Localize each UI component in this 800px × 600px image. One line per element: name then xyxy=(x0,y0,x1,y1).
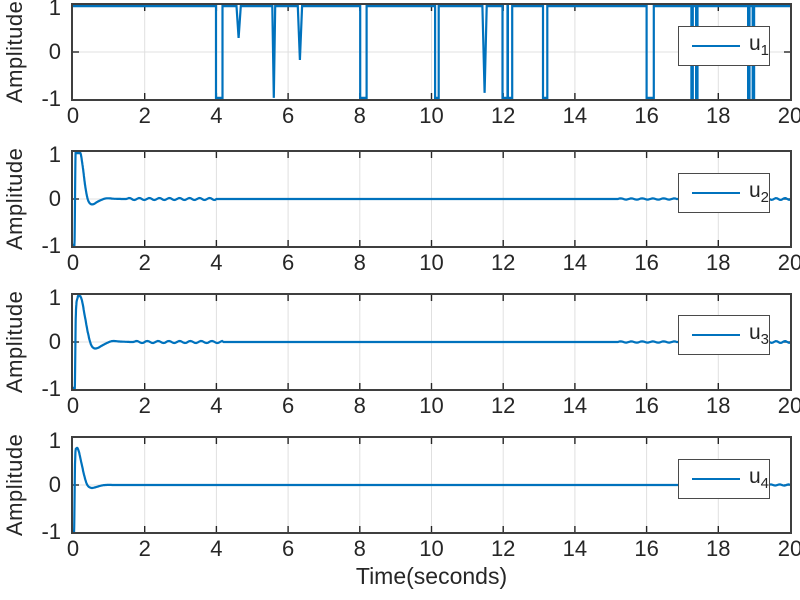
subplot-u3: Amplitude 1 0 -1 u3 0 2 4 6 8 10 12 14 16 18 20 xyxy=(0,285,800,418)
legend-label: u3 xyxy=(748,321,769,349)
legend-line-sample xyxy=(692,333,740,337)
y-tick-label: 0 xyxy=(48,186,61,211)
x-tick-label: 12 xyxy=(490,103,516,128)
x-tick-label: 2 xyxy=(138,536,151,561)
y-tick-label: 1 xyxy=(48,285,61,310)
legend[interactable]: u2 xyxy=(678,173,770,213)
legend-label: u1 xyxy=(748,32,769,60)
x-tick-label: 12 xyxy=(490,393,516,418)
legend-label: u4 xyxy=(748,465,769,493)
legend[interactable]: u4 xyxy=(678,459,770,499)
x-tick-label: 4 xyxy=(210,103,223,128)
x-tick-label: 18 xyxy=(706,536,731,561)
subplot-u1: Amplitude 1 0 -1 u1 0 2 4 6 8 10 12 14 16 18 20 xyxy=(0,0,800,128)
x-tick-label: 0 xyxy=(66,536,80,561)
x-tick-label: 4 xyxy=(210,536,223,561)
x-tick-label: 20 xyxy=(777,393,800,418)
plot-area[interactable] xyxy=(73,438,790,532)
x-tick-label: 14 xyxy=(562,250,588,275)
signal-line xyxy=(73,152,790,246)
x-tick-label: 16 xyxy=(634,536,659,561)
x-tick-label: 6 xyxy=(281,103,295,128)
x-tick-label: 8 xyxy=(353,103,366,128)
x-tick-label: 8 xyxy=(353,536,366,561)
x-tick-label: 14 xyxy=(562,536,588,561)
y-tick-label: 1 xyxy=(48,142,61,167)
x-tick-label: 20 xyxy=(777,536,800,561)
x-tick-row: 0 2 4 6 8 10 12 14 16 18 20 xyxy=(67,393,800,421)
y-tick-label: -1 xyxy=(41,233,61,258)
x-tick-label: 14 xyxy=(562,103,588,128)
signal-line xyxy=(73,295,790,389)
x-tick-label: 18 xyxy=(706,103,731,128)
y-tick-label: -1 xyxy=(41,86,61,111)
legend-line-sample xyxy=(692,44,740,48)
x-tick-label: 16 xyxy=(634,103,659,128)
y-tick-label: 0 xyxy=(48,329,61,354)
x-tick-label: 16 xyxy=(634,393,659,418)
legend-line-sample xyxy=(692,191,740,195)
x-tick-label: 0 xyxy=(66,393,80,418)
x-tick-row: 0 2 4 6 8 10 12 14 16 18 20 xyxy=(67,103,800,131)
x-tick-label: 10 xyxy=(419,393,444,418)
x-tick-label: 12 xyxy=(490,536,516,561)
x-tick-label: 12 xyxy=(490,250,516,275)
y-tick-label: 0 xyxy=(48,39,61,64)
y-tick-label: -1 xyxy=(41,519,61,544)
plot-area[interactable] xyxy=(73,5,790,99)
x-tick-label: 8 xyxy=(353,250,366,275)
x-tick-label: 2 xyxy=(138,393,151,418)
y-tick-label: 1 xyxy=(48,0,61,20)
signal-line xyxy=(73,446,790,532)
x-tick-label: 6 xyxy=(281,536,295,561)
subplot-u2: Amplitude 1 0 -1 u2 0 2 4 6 8 10 12 14 16 18 20 xyxy=(0,142,800,275)
plot-area[interactable] xyxy=(73,152,790,246)
x-tick-label: 14 xyxy=(562,393,588,418)
x-tick-row: 0 2 4 6 8 10 12 14 16 18 20 xyxy=(67,536,800,564)
x-tick-row: 0 2 4 6 8 10 12 14 16 18 20 xyxy=(67,250,800,278)
subplot-u4: Amplitude 1 0 -1 u4 0 2 4 6 8 10 12 14 16 18 20 xyxy=(0,428,800,561)
x-axis-label: Time(seconds) xyxy=(355,563,508,589)
x-tick-label: 10 xyxy=(419,103,444,128)
x-tick-label: 0 xyxy=(66,250,80,275)
legend-label: u2 xyxy=(748,179,769,207)
x-tick-label: 18 xyxy=(706,250,731,275)
x-tick-label: 20 xyxy=(777,250,800,275)
x-tick-label: 10 xyxy=(419,250,444,275)
x-tick-label: 10 xyxy=(419,536,444,561)
x-tick-label: 4 xyxy=(210,250,223,275)
x-tick-label: 16 xyxy=(634,250,659,275)
x-tick-label: 6 xyxy=(281,393,295,418)
x-tick-label: 0 xyxy=(66,103,80,128)
x-tick-label: 20 xyxy=(777,103,800,128)
y-tick-label: 0 xyxy=(48,472,61,497)
x-tick-label: 4 xyxy=(210,393,223,418)
x-tick-label: 2 xyxy=(138,250,151,275)
x-tick-label: 8 xyxy=(353,393,366,418)
x-tick-label: 6 xyxy=(281,250,295,275)
y-tick-label: -1 xyxy=(41,376,61,401)
x-tick-label: 2 xyxy=(138,103,151,128)
x-tick-label: 18 xyxy=(706,393,731,418)
legend[interactable]: u1 xyxy=(678,26,770,66)
legend[interactable]: u3 xyxy=(678,315,770,355)
y-tick-label: 1 xyxy=(48,428,61,453)
legend-line-sample xyxy=(692,477,740,481)
